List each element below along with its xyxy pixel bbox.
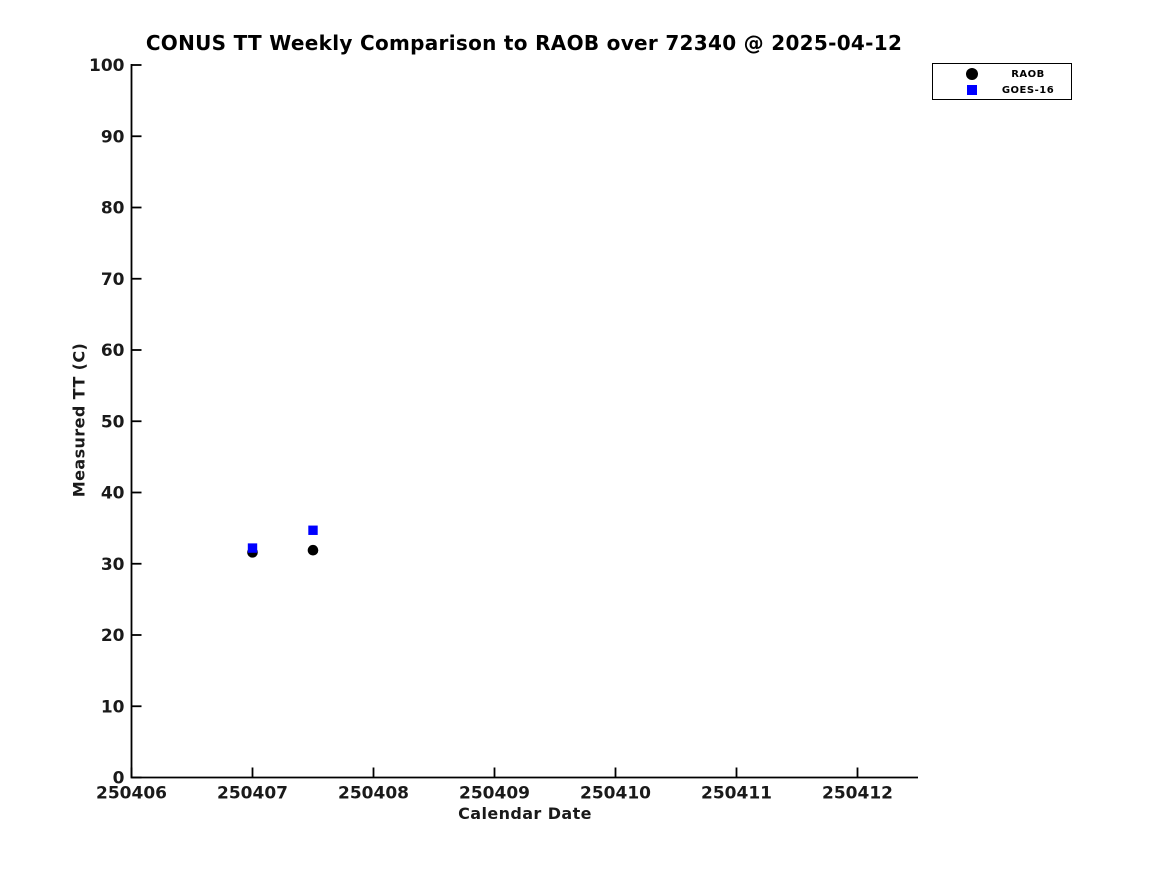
x-axis-label: Calendar Date [458,804,592,823]
x-tick-label: 250409 [459,784,530,804]
y-axis-label: Measured TT (C) [69,342,89,498]
x-tick-label: 250410 [580,784,651,804]
x-tick-label: 250406 [96,784,167,804]
chart-title: CONUS TT Weekly Comparison to RAOB over … [145,31,903,55]
x-tick-label: 250408 [338,784,409,804]
y-tick-label: 100 [89,56,125,76]
legend-item-raob: RAOB [933,66,1071,82]
y-tick-label: 40 [101,484,125,504]
y-tick-label: 30 [101,555,125,575]
x-tick-label: 250407 [217,784,288,804]
legend-label-raob: RAOB [1011,68,1045,80]
goes-16-point [247,543,258,553]
y-tick-label: 80 [101,199,125,219]
raob-circle-icon [966,68,978,80]
legend-marker-cell [959,85,985,95]
legend: RAOB GOES-16 [932,63,1072,100]
raob-point [307,544,319,556]
y-tick-label: 70 [101,270,125,290]
legend-marker-cell [959,68,985,80]
y-tick-label: 10 [101,697,125,717]
y-tick-label: 50 [101,412,125,432]
legend-item-goes-16: GOES-16 [933,82,1071,98]
goes-16-point [308,525,318,535]
y-tick-label: 60 [101,341,125,361]
y-tick-label: 0 [113,769,125,789]
y-tick-label: 20 [101,626,125,646]
x-tick-label: 250412 [822,784,893,804]
axis-line [130,64,918,779]
goes-16-square-icon [967,85,977,95]
legend-label-goes-16: GOES-16 [1001,84,1055,96]
x-tick-label: 250411 [701,784,772,804]
y-tick-label: 90 [101,127,125,147]
